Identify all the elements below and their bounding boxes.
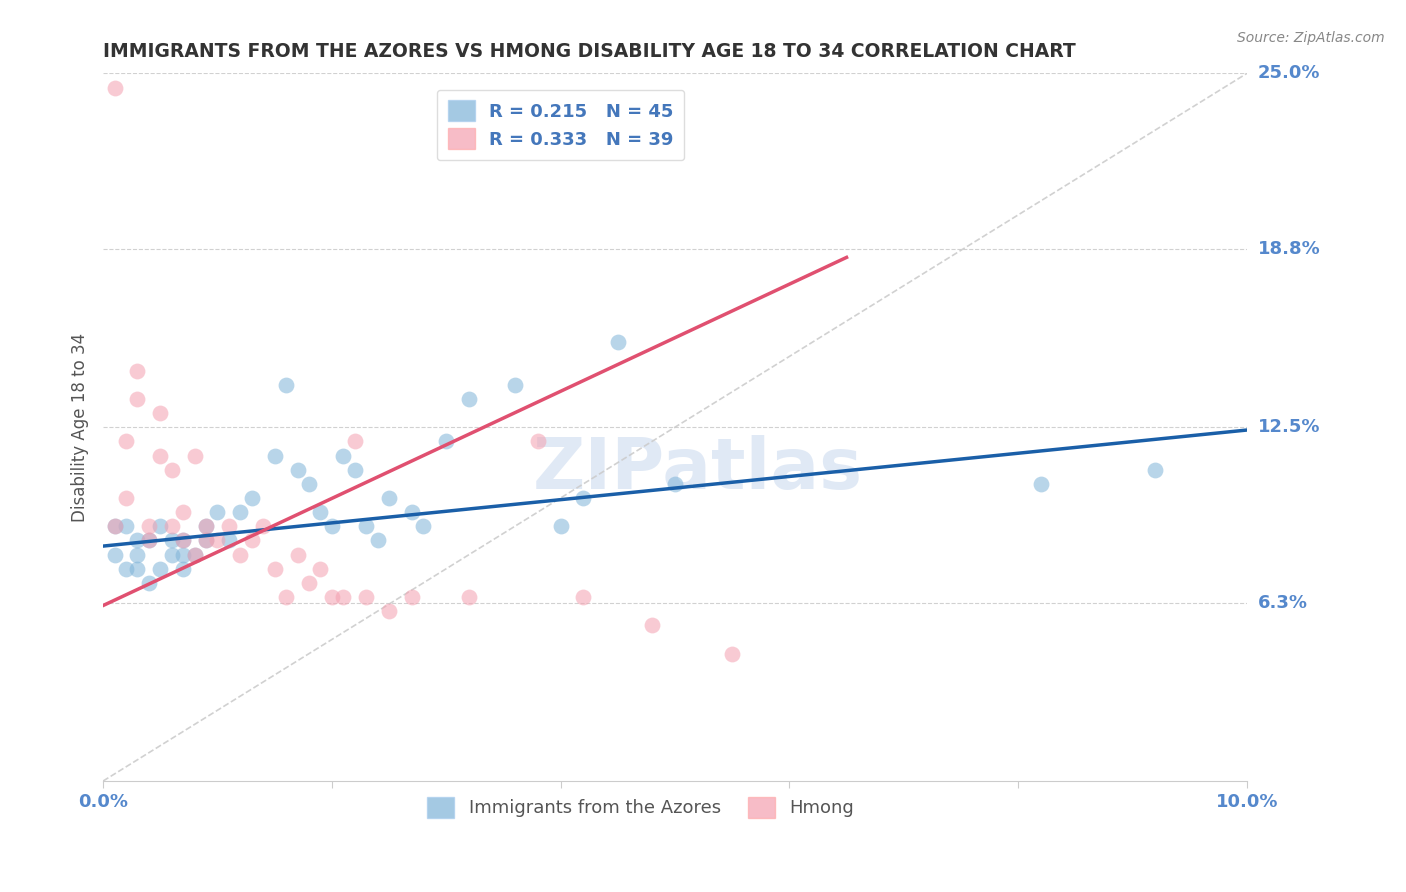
Text: 18.8%: 18.8% <box>1258 240 1320 258</box>
Point <box>229 505 252 519</box>
Point <box>321 590 343 604</box>
Point <box>172 505 194 519</box>
Point <box>458 590 481 604</box>
Point <box>172 533 194 548</box>
Point <box>103 519 125 533</box>
Point <box>218 533 240 548</box>
Point <box>127 533 149 548</box>
Point <box>103 519 125 533</box>
Point <box>354 519 377 533</box>
Point <box>103 548 125 562</box>
Point <box>149 519 172 533</box>
Point <box>664 476 686 491</box>
Point <box>115 562 138 576</box>
Point <box>115 491 138 505</box>
Point <box>149 449 172 463</box>
Point <box>172 562 194 576</box>
Point <box>606 335 628 350</box>
Point <box>183 449 205 463</box>
Point <box>115 434 138 449</box>
Point <box>103 80 125 95</box>
Point <box>526 434 548 449</box>
Point <box>276 590 298 604</box>
Point <box>458 392 481 406</box>
Point <box>641 618 664 632</box>
Point <box>298 575 321 590</box>
Text: 25.0%: 25.0% <box>1258 64 1320 82</box>
Text: 12.5%: 12.5% <box>1258 418 1320 436</box>
Point <box>572 590 595 604</box>
Point <box>354 590 377 604</box>
Point <box>287 548 309 562</box>
Point <box>240 533 263 548</box>
Point <box>207 505 229 519</box>
Point <box>138 533 160 548</box>
Point <box>309 505 332 519</box>
Point <box>183 548 205 562</box>
Point <box>434 434 457 449</box>
Point <box>160 548 183 562</box>
Point <box>183 548 205 562</box>
Point <box>138 575 160 590</box>
Point <box>195 519 218 533</box>
Point <box>298 476 321 491</box>
Point <box>149 406 172 420</box>
Point <box>572 491 595 505</box>
Point <box>378 491 401 505</box>
Point <box>207 533 229 548</box>
Point <box>160 533 183 548</box>
Point <box>172 548 194 562</box>
Point <box>1144 463 1167 477</box>
Point <box>160 519 183 533</box>
Point <box>127 548 149 562</box>
Point <box>343 463 366 477</box>
Point <box>309 562 332 576</box>
Point <box>252 519 274 533</box>
Point <box>401 505 423 519</box>
Point <box>378 604 401 618</box>
Point <box>332 590 354 604</box>
Text: Source: ZipAtlas.com: Source: ZipAtlas.com <box>1237 31 1385 45</box>
Point <box>240 491 263 505</box>
Point <box>195 533 218 548</box>
Text: 6.3%: 6.3% <box>1258 594 1308 612</box>
Point <box>127 363 149 377</box>
Point <box>195 519 218 533</box>
Point <box>401 590 423 604</box>
Point <box>149 562 172 576</box>
Point <box>263 562 285 576</box>
Point <box>218 519 240 533</box>
Point <box>127 562 149 576</box>
Point <box>1029 476 1052 491</box>
Point <box>276 377 298 392</box>
Point <box>287 463 309 477</box>
Point <box>343 434 366 449</box>
Point <box>721 647 744 661</box>
Point <box>138 533 160 548</box>
Point <box>503 377 526 392</box>
Point <box>332 449 354 463</box>
Point <box>263 449 285 463</box>
Point <box>195 533 218 548</box>
Point <box>321 519 343 533</box>
Point <box>367 533 389 548</box>
Point <box>172 533 194 548</box>
Point <box>138 519 160 533</box>
Point <box>127 392 149 406</box>
Point <box>229 548 252 562</box>
Text: ZIPatlas: ZIPatlas <box>533 435 863 504</box>
Text: IMMIGRANTS FROM THE AZORES VS HMONG DISABILITY AGE 18 TO 34 CORRELATION CHART: IMMIGRANTS FROM THE AZORES VS HMONG DISA… <box>103 42 1076 61</box>
Legend: Immigrants from the Azores, Hmong: Immigrants from the Azores, Hmong <box>420 789 862 825</box>
Point <box>115 519 138 533</box>
Point <box>550 519 572 533</box>
Point <box>412 519 434 533</box>
Point <box>160 463 183 477</box>
Y-axis label: Disability Age 18 to 34: Disability Age 18 to 34 <box>72 333 89 522</box>
